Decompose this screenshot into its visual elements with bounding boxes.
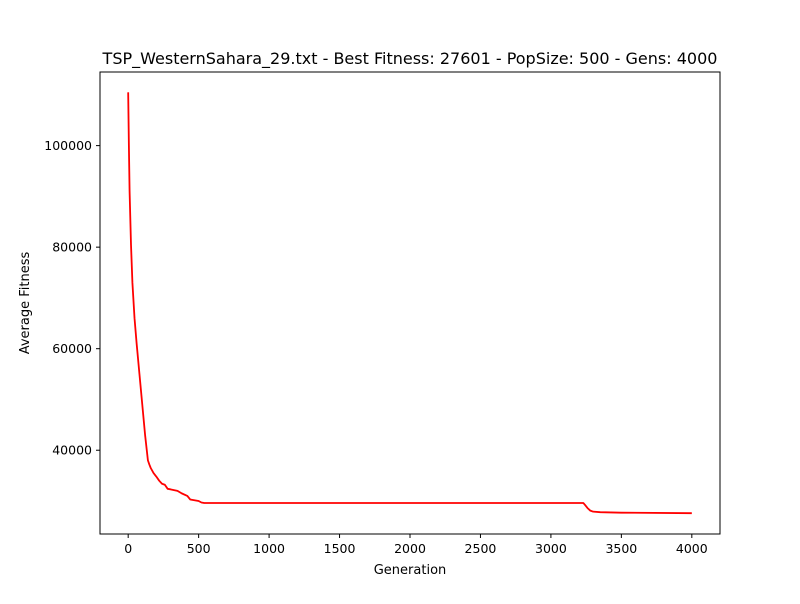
x-tick-label: 3500 — [605, 541, 637, 556]
series-layer — [127, 92, 692, 515]
x-tick-label: 4000 — [676, 541, 708, 556]
fitness-series-line — [127, 92, 692, 515]
x-tick-label: 2000 — [394, 541, 426, 556]
x-tick-label: 1500 — [324, 541, 356, 556]
y-axis-ticks: 40000 60000 80000 100000 — [44, 138, 100, 458]
y-axis-label: Average Fitness — [18, 252, 33, 355]
y-tick-label: 40000 — [52, 443, 92, 458]
x-tick-label: 0 — [124, 541, 132, 556]
y-tick-label: 100000 — [44, 138, 92, 153]
x-tick-label: 2500 — [465, 541, 497, 556]
x-axis-ticks: 0 500 1000 1500 2000 2500 3000 3500 4000 — [124, 534, 708, 556]
x-axis-label: Generation — [374, 563, 447, 578]
x-tick-label: 500 — [187, 541, 211, 556]
y-tick-label: 80000 — [52, 240, 92, 255]
plot-area-frame — [99, 71, 721, 535]
x-tick-label: 1000 — [253, 541, 285, 556]
y-tick-label: 60000 — [52, 341, 92, 356]
x-tick-label: 3000 — [535, 541, 567, 556]
chart-title: TSP_WesternSahara_29.txt - Best Fitness:… — [102, 49, 718, 69]
